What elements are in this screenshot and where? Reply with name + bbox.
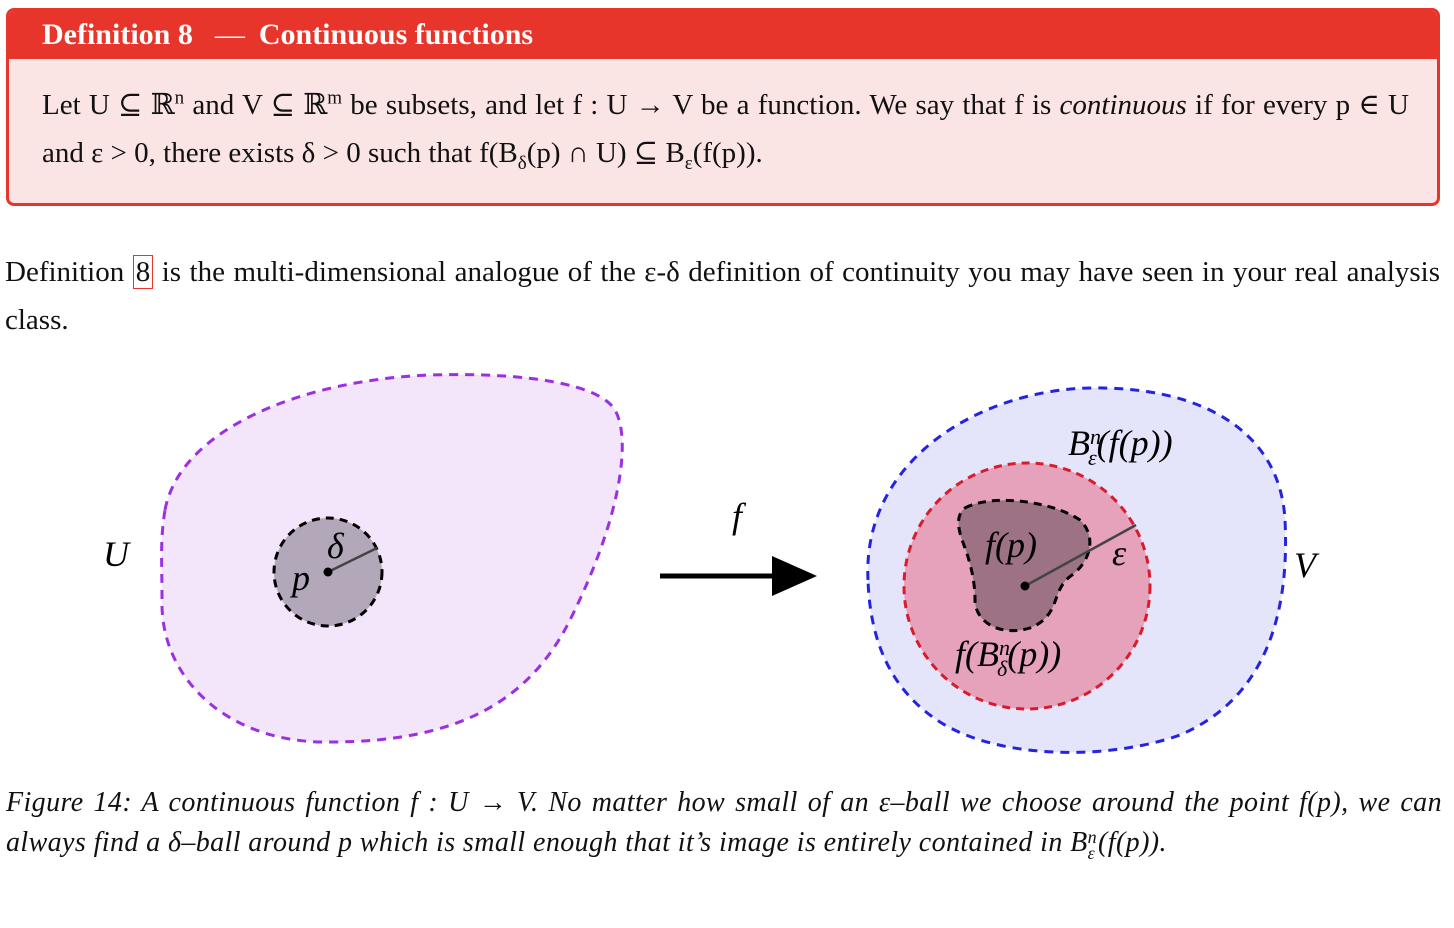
figure-caption: Figure 14: A continuous function f : U →…: [6, 783, 1442, 863]
text: (f(p)).: [692, 137, 763, 169]
emphasis: continuous: [1059, 89, 1187, 121]
subscript: ε: [684, 152, 693, 174]
caption-label: Figure 14:: [6, 787, 133, 818]
text: is the multi-dimensional analogue of the…: [5, 256, 1440, 336]
reference-link[interactable]: 8: [132, 255, 154, 289]
subscript: δ: [997, 656, 1008, 681]
superscript: n: [174, 87, 185, 109]
image-point: [1020, 581, 1030, 591]
codomain-label: V: [1294, 545, 1320, 585]
image-point-label: f(p): [985, 525, 1037, 565]
definition-title: Continuous functions: [258, 18, 534, 51]
text: (p)): [1007, 634, 1061, 674]
superscript: m: [327, 87, 342, 109]
text: (f(p)).: [1098, 827, 1167, 858]
subscript: δ: [517, 152, 527, 174]
text: f(B: [955, 634, 999, 674]
text: A continuous function f : U → V. No matt…: [6, 787, 1442, 858]
domain-label: U: [103, 534, 131, 574]
point: [323, 567, 333, 577]
paragraph: Definition 8 is the multi-dimensional an…: [5, 248, 1440, 344]
domain-set: [160, 373, 624, 744]
text: Definition: [5, 256, 133, 288]
image-ball-label: f(Bn δ(p)): [955, 634, 1061, 681]
map-label: f: [732, 496, 747, 536]
delta-label: δ: [327, 526, 345, 566]
superscript: n: [1087, 826, 1098, 847]
text: (f(‍p)): [1097, 423, 1173, 463]
point-label: p: [289, 558, 310, 598]
epsilon-ball-label: Bn ε(f(‍p)): [1068, 423, 1173, 470]
text: and V ⊆ ℝ: [184, 89, 328, 121]
text: B: [1068, 423, 1090, 463]
definition-body: Let U ⊆ ℝn and V ⊆ ℝm be subsets, and le…: [9, 59, 1437, 177]
text: be subsets, and let f : U → V be a funct…: [342, 89, 1060, 121]
definition-box: Definition 8 — Continuous functions Let U …: [6, 8, 1440, 206]
definition-header: Definition 8 — Continuous functions: [9, 11, 1437, 59]
superscript: n: [999, 635, 1010, 660]
delta-radius: [327, 546, 378, 574]
subscript: ε: [1087, 842, 1096, 863]
text: Let U ⊆ ℝ: [42, 89, 175, 121]
text: if for every p ∈ U and ε > 0, there exis…: [42, 89, 1409, 169]
definition-label: Definition 8: [42, 18, 193, 51]
superscript: n: [1090, 424, 1101, 449]
subscript: ε: [1088, 445, 1097, 470]
definition-dash: —: [214, 18, 245, 51]
epsilon-label: ε: [1112, 533, 1127, 573]
text: (p) ∩ U) ⊆ B: [526, 137, 685, 169]
image-of-delta-ball: [957, 498, 1092, 633]
epsilon-radius: [1024, 523, 1137, 588]
